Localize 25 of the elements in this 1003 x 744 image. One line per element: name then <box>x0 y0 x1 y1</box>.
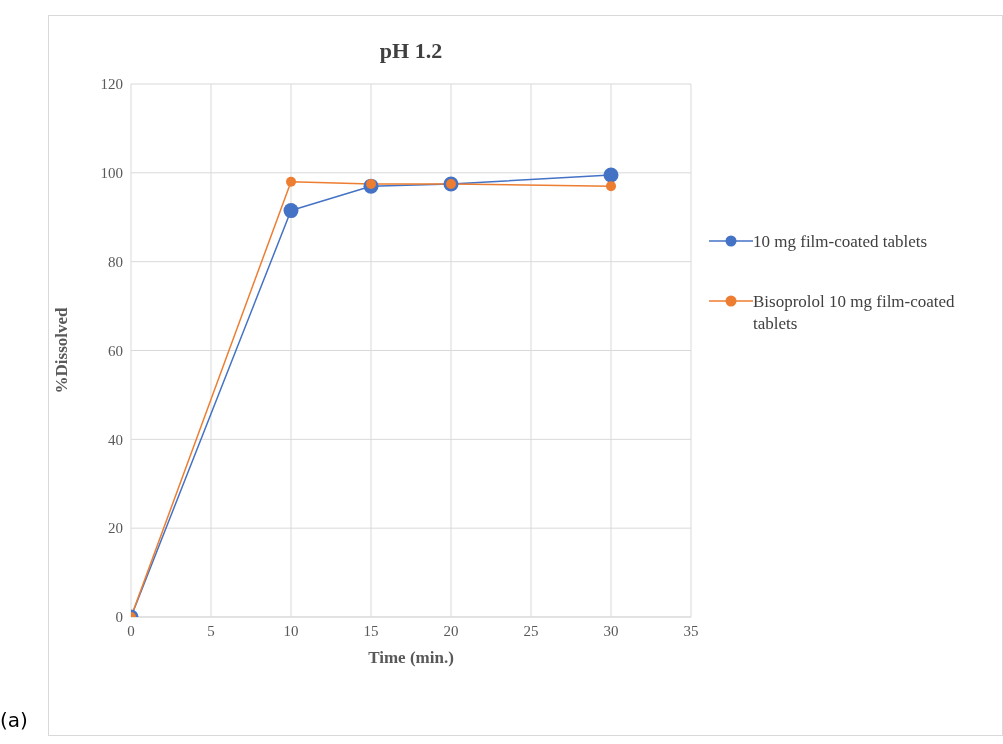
x-tick-label: 5 <box>207 622 215 639</box>
y-tick-label: 40 <box>108 431 123 448</box>
x-tick-label: 15 <box>363 622 379 639</box>
legend-label: 10 mg film-coated tablets <box>753 231 928 253</box>
x-axis-title: Time (min.) <box>368 648 454 667</box>
y-tick-label: 120 <box>100 76 123 93</box>
point <box>603 167 619 183</box>
point <box>286 176 296 187</box>
x-tick-label: 20 <box>443 622 459 639</box>
x-tick-label: 30 <box>603 622 619 639</box>
y-tick-label: 20 <box>108 520 123 537</box>
chart-title: pH 1.2 <box>378 38 444 64</box>
x-tick-label: 10 <box>283 622 299 639</box>
y-tick-label: 80 <box>108 253 123 270</box>
point <box>283 203 299 219</box>
legend-label: Bisoprolol 10 mg film-coated tablets <box>753 291 956 335</box>
y-tick-label: 100 <box>100 165 123 182</box>
y-tick-label: 60 <box>108 342 123 359</box>
point <box>606 181 616 192</box>
x-tick-label: 35 <box>683 622 699 639</box>
y-tick-label: 0 <box>115 609 123 626</box>
x-tick-label: 25 <box>523 622 539 639</box>
text: (a) <box>0 708 28 732</box>
y-axis-title: %Dissolved <box>52 306 72 394</box>
x-tick-label: 0 <box>127 622 135 639</box>
